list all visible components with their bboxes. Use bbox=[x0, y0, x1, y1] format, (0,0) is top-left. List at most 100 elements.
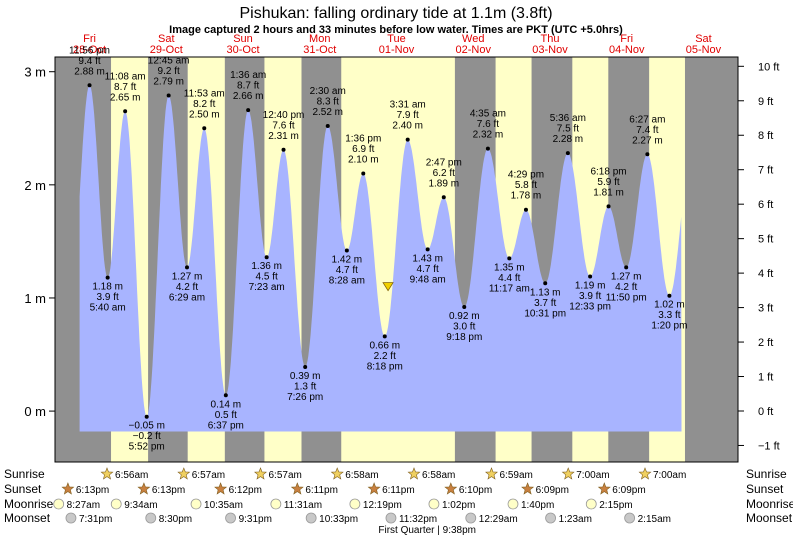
moonrise-icon bbox=[190, 498, 202, 510]
low-tide-point bbox=[105, 275, 110, 280]
moonset-icon bbox=[545, 512, 556, 524]
sunrise-icon bbox=[254, 467, 267, 480]
left-tick-label: 0 m bbox=[24, 404, 46, 419]
row-label-right: Moonset bbox=[746, 511, 793, 525]
day-date: 28-Oct bbox=[73, 44, 106, 56]
sunset-icon bbox=[444, 482, 458, 495]
high-tide-label: 1:36 pm bbox=[345, 134, 381, 145]
sunrise-icon bbox=[177, 467, 191, 480]
low-tide-label: 4.4 ft bbox=[498, 273, 520, 284]
sunset-time: 6:13pm bbox=[76, 485, 109, 496]
high-tide-label: 8.2 ft bbox=[193, 99, 215, 110]
low-tide-label: 1:20 pm bbox=[651, 321, 687, 332]
low-tide-label: −0.05 m bbox=[128, 421, 164, 432]
day-date: 03-Nov bbox=[532, 44, 568, 56]
high-tide-label: 7.6 ft bbox=[477, 119, 499, 130]
right-tick-label: 3 ft bbox=[758, 303, 773, 315]
sunrise-icon bbox=[638, 467, 652, 480]
moonset-icon bbox=[465, 512, 477, 524]
sunset-icon bbox=[597, 482, 611, 495]
low-tide-point bbox=[264, 255, 269, 260]
sunset-time: 6:09pm bbox=[612, 485, 645, 496]
high-tide-label: 8.7 ft bbox=[114, 82, 136, 93]
moonset-icon bbox=[225, 512, 236, 524]
high-tide-label: 8.7 ft bbox=[237, 81, 259, 92]
low-tide-label: 0.39 m bbox=[290, 371, 321, 382]
moonset-time: 11:32pm bbox=[399, 514, 437, 525]
low-tide-label: 12:33 pm bbox=[569, 301, 611, 312]
sunrise-icon bbox=[561, 467, 575, 480]
sunrise-time: 6:59am bbox=[499, 470, 532, 481]
row-label-right: Sunrise bbox=[746, 467, 787, 481]
high-tide-point bbox=[246, 108, 251, 113]
moonset-icon bbox=[305, 512, 317, 524]
moonrise-time: 2:15pm bbox=[599, 500, 632, 511]
moonrise-time: 12:19pm bbox=[363, 500, 402, 511]
left-tick-label: 1 m bbox=[24, 291, 46, 306]
low-tide-label: 1.43 m bbox=[412, 253, 443, 264]
row-label-right: Sunset bbox=[746, 482, 784, 496]
right-tick-label: 5 ft bbox=[758, 234, 773, 246]
low-tide-label: 3.7 ft bbox=[534, 298, 556, 309]
high-tide-label: 11:56 pm bbox=[69, 45, 110, 56]
sunrise-icon bbox=[407, 467, 421, 480]
low-tide-point bbox=[223, 393, 228, 398]
high-tide-label: 6.2 ft bbox=[433, 168, 455, 179]
low-tide-label: 4.2 ft bbox=[176, 282, 198, 293]
high-tide-label: 7.5 ft bbox=[557, 124, 579, 135]
high-tide-label: 9.2 ft bbox=[158, 66, 180, 77]
sunrise-time: 6:56am bbox=[115, 470, 148, 481]
low-tide-label: 1.42 m bbox=[332, 254, 363, 265]
low-tide-label: 1.19 m bbox=[575, 280, 606, 291]
high-tide-label: 2:30 am bbox=[310, 86, 346, 97]
sunrise-time: 6:58am bbox=[422, 470, 455, 481]
low-tide-label: 6:29 am bbox=[169, 292, 205, 303]
high-tide-label: 2.27 m bbox=[632, 135, 663, 146]
moonrise-time: 9:34am bbox=[124, 500, 157, 511]
high-tide-label: 7.4 ft bbox=[636, 125, 658, 136]
low-tide-label: 4.7 ft bbox=[417, 264, 439, 275]
high-tide-label: 12:40 pm bbox=[263, 110, 305, 121]
day-date: 04-Nov bbox=[609, 44, 645, 56]
low-tide-label: 7:23 am bbox=[249, 282, 285, 293]
low-tide-point bbox=[144, 414, 149, 419]
low-tide-label: 1.13 m bbox=[530, 287, 561, 298]
low-tide-point bbox=[507, 256, 512, 261]
sunset-time: 6:12pm bbox=[229, 485, 262, 496]
sunset-icon bbox=[290, 482, 304, 495]
day-of-week: Tue bbox=[387, 33, 406, 45]
sunrise-time: 6:57am bbox=[269, 470, 302, 481]
high-tide-label: 5.9 ft bbox=[597, 177, 619, 188]
high-tide-label: 6:18 pm bbox=[590, 166, 626, 177]
plot-area bbox=[55, 57, 738, 462]
high-tide-label: 8.3 ft bbox=[317, 97, 339, 108]
low-tide-point bbox=[543, 281, 548, 286]
low-tide-label: 11:17 am bbox=[489, 283, 530, 294]
moonrise-time: 1:02pm bbox=[442, 500, 475, 511]
high-tide-label: 2.28 m bbox=[553, 134, 584, 145]
low-tide-label: 1.3 ft bbox=[294, 381, 316, 392]
chart-subtitle: Image captured 2 hours and 33 minutes be… bbox=[169, 24, 623, 36]
day-of-week: Fri bbox=[83, 33, 96, 45]
right-tick-label: −1 ft bbox=[758, 440, 780, 452]
high-tide-label: 5:36 am bbox=[550, 113, 586, 124]
high-tide-point bbox=[166, 93, 171, 98]
moonrise-icon bbox=[349, 498, 361, 510]
low-tide-label: 0.92 m bbox=[449, 311, 480, 322]
day-of-week: Wed bbox=[462, 33, 484, 45]
moonrise-time: 11:31am bbox=[284, 500, 322, 511]
day-date: 01-Nov bbox=[379, 44, 415, 56]
low-tide-point bbox=[425, 247, 430, 252]
low-tide-label: 0.5 ft bbox=[215, 410, 237, 421]
sunset-time: 6:09pm bbox=[536, 485, 569, 496]
low-tide-label: 0.14 m bbox=[211, 399, 242, 410]
low-tide-label: 7:26 pm bbox=[287, 392, 323, 403]
left-tick-label: 3 m bbox=[24, 65, 46, 80]
low-tide-label: 3.9 ft bbox=[579, 291, 601, 302]
high-tide-label: 2.79 m bbox=[153, 76, 184, 87]
low-tide-label: 9:48 am bbox=[410, 274, 446, 285]
day-date: 05-Nov bbox=[686, 44, 722, 56]
low-tide-label: 5:40 am bbox=[90, 303, 126, 314]
moonset-icon bbox=[65, 512, 77, 524]
